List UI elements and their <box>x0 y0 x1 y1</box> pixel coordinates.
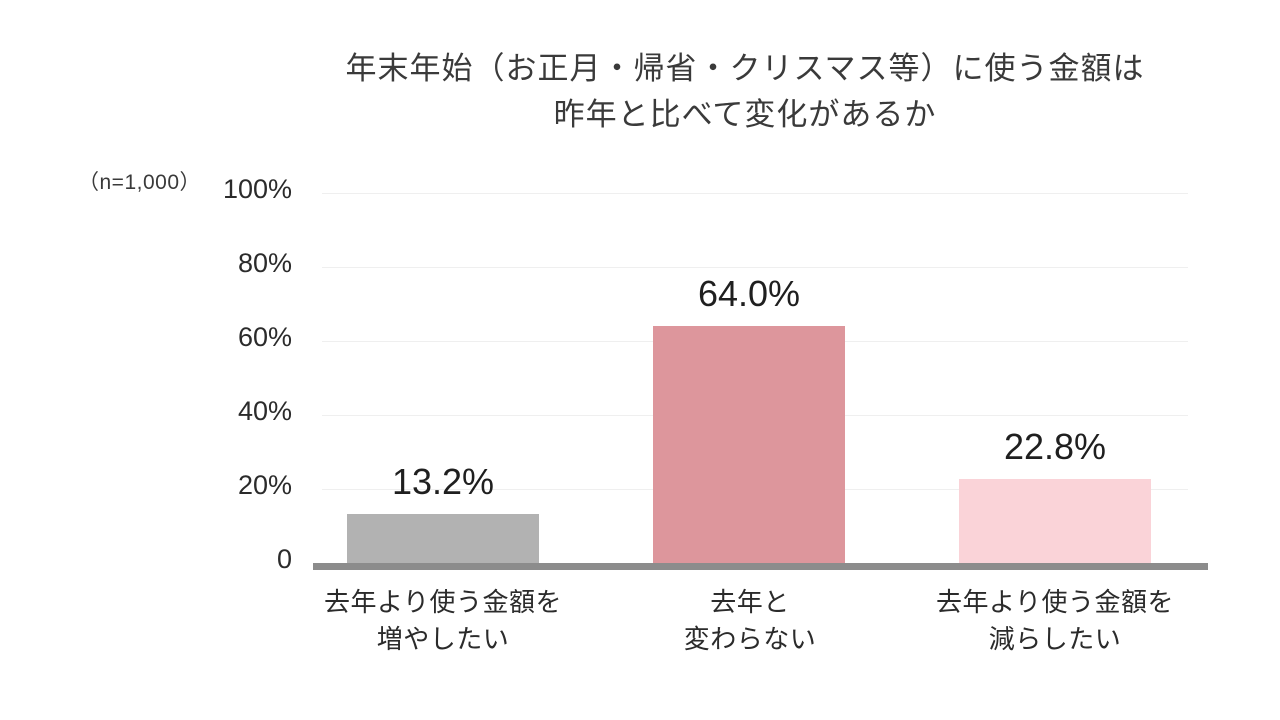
category-label-increase-line1: 去年より使う金額を <box>324 587 562 617</box>
y-axis-tick-60: 60% <box>237 322 292 352</box>
category-label-increase: 去年より使う金額を 増やしたい <box>283 584 603 658</box>
y-axis-tick-80: 80% <box>237 248 292 278</box>
chart-title-line2: 昨年と比べて変化があるか <box>553 97 937 132</box>
gridline-100 <box>322 193 1188 194</box>
category-label-decrease-line2: 減らしたい <box>988 624 1122 654</box>
plot-area: 13.2% 64.0% 22.8% <box>322 193 1188 563</box>
y-axis-tick-40: 40% <box>237 396 292 426</box>
y-axis-tick-20: 20% <box>237 470 292 500</box>
category-label-decrease: 去年より使う金額を 減らしたい <box>895 584 1215 658</box>
bar-decrease <box>959 478 1151 563</box>
category-label-decrease-line1: 去年より使う金額を <box>936 587 1174 617</box>
category-label-unchanged: 去年と 変わらない <box>590 584 910 658</box>
sample-size-label: （n=1,000） <box>78 171 201 194</box>
bar-value-label-unchanged: 64.0% <box>697 273 801 315</box>
bar-group-increase: 13.2% <box>347 193 539 563</box>
bar-value-label-decrease: 22.8% <box>1003 425 1107 467</box>
category-label-unchanged-line2: 変わらない <box>683 624 817 654</box>
gridline-80 <box>322 267 1188 268</box>
y-axis-tick-100: 100% <box>222 174 292 204</box>
bar-increase <box>347 514 539 563</box>
x-axis-line <box>313 563 1208 570</box>
bar-group-unchanged: 64.0% <box>653 193 845 563</box>
bar-value-label-increase: 13.2% <box>391 461 495 503</box>
chart-title: 年末年始（お正月・帰省・クリスマス等）に使う金額は 昨年と比べて変化があるか <box>160 46 1280 138</box>
category-label-increase-line2: 増やしたい <box>376 624 510 654</box>
y-axis-tick-labels: 100% 80% 60% 40% 20% 0 <box>100 0 292 720</box>
bar-unchanged <box>653 326 845 563</box>
category-label-unchanged-line1: 去年と <box>710 587 790 617</box>
bar-group-decrease: 22.8% <box>959 193 1151 563</box>
chart-title-line1: 年末年始（お正月・帰省・クリスマス等）に使う金額は <box>345 51 1145 86</box>
y-axis-tick-0: 0 <box>276 544 292 574</box>
